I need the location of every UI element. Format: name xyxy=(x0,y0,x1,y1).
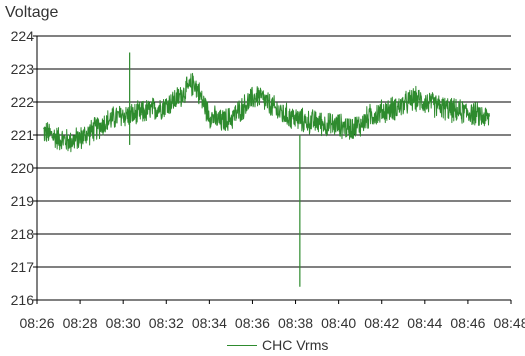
x-tick-label: 08:34 xyxy=(192,315,227,331)
x-tick-label: 08:36 xyxy=(235,315,270,331)
legend: CHC Vrms xyxy=(227,337,328,353)
y-tick-label: 218 xyxy=(11,226,35,242)
x-tick-label: 08:30 xyxy=(106,315,141,331)
x-tick-label: 08:46 xyxy=(450,315,485,331)
series-layer xyxy=(43,52,490,287)
y-tick-label: 220 xyxy=(11,160,35,176)
axes xyxy=(33,35,512,304)
y-tick-labels: 216 217 218 219 220 221 222 223 224 xyxy=(11,28,35,308)
y-tick-label: 222 xyxy=(11,94,35,110)
y-tick-label: 223 xyxy=(11,61,35,77)
y-tick-label: 221 xyxy=(11,127,35,143)
x-tick-label: 08:38 xyxy=(278,315,313,331)
y-axis-label: Voltage xyxy=(5,4,59,21)
gridlines xyxy=(37,35,511,301)
x-tick-label: 08:32 xyxy=(149,315,184,331)
legend-swatch xyxy=(227,344,257,346)
x-tick-label: 08:44 xyxy=(407,315,442,331)
y-tick-label: 216 xyxy=(11,292,35,308)
x-tick-label: 08:42 xyxy=(364,315,399,331)
x-tick-label: 08:40 xyxy=(321,315,356,331)
legend-label: CHC Vrms xyxy=(262,337,329,353)
x-tick-label: 08:48 xyxy=(493,315,525,331)
y-tick-label: 217 xyxy=(11,259,35,275)
y-tick-label: 224 xyxy=(11,28,35,44)
y-tick-label: 219 xyxy=(11,193,35,209)
x-tick-label: 08:28 xyxy=(63,315,98,331)
x-tick-label: 08:26 xyxy=(19,315,54,331)
series-line-chc-vrms xyxy=(43,72,490,153)
x-tick-labels: 08:26 08:28 08:30 08:32 08:34 08:36 08:38 08:40… xyxy=(19,315,525,331)
